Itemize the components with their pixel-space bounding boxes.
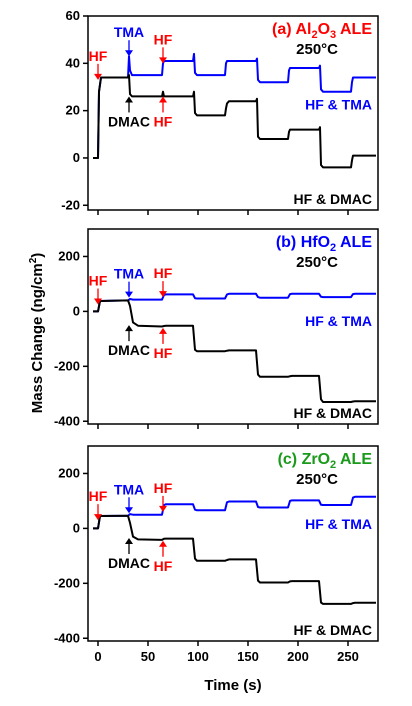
panel-b-annotation-hf: HF (154, 265, 173, 281)
panel-c-label-dmac: HF & DMAC (293, 622, 372, 638)
y-axis-label: Mass Change (ng/cm2) (28, 253, 46, 414)
panel-a-series-tma-line (93, 52, 376, 159)
panel-a-arrow-4-head (159, 96, 167, 103)
panel-c-ytick-label: -400 (54, 630, 80, 645)
panel-c-title: (c) ZrO2 ALE (278, 451, 373, 471)
panel-c-arrow-4-head (159, 540, 167, 547)
panel-b-series-dmac-line (93, 299, 376, 403)
panel-a-ytick-label: 0 (73, 150, 80, 165)
panel-a-ytick-label: 20 (66, 103, 80, 118)
panel-c-xtick-label: 100 (187, 649, 209, 664)
panel-a-series-dmac-line (93, 74, 376, 169)
panel-a-temperature: 250°C (296, 41, 338, 58)
panel-b-ytick-label: 200 (58, 248, 80, 263)
panel-c-xtick-label: 150 (237, 649, 259, 664)
panel-a-arrow-2-head (159, 57, 167, 64)
panel-b-temperature: 250°C (296, 254, 338, 271)
panel-a-annotation-hf: HF (154, 31, 173, 47)
y-axis-label-sup: 2 (28, 257, 39, 263)
panel-a-annotation-hf: HF (89, 48, 108, 64)
y-axis-label-tail: ) (29, 253, 46, 258)
x-axis-label: Time (s) (204, 677, 261, 694)
panel-a-arrow-1-head (125, 50, 133, 57)
panel-a-ytick-label: 60 (66, 8, 80, 23)
panel-a-frame (87, 15, 379, 211)
panel-b-label-tma: HF & TMA (305, 313, 372, 329)
panel-b-title: (b) HfO2 ALE (276, 234, 373, 254)
panel-a-annotation-hf: HF (154, 113, 173, 129)
panel-a-ytick-label: -20 (61, 197, 80, 212)
y-axis-label-main: Mass Change (ng/cm (29, 263, 46, 413)
panel-b-annotation-hf: HF (89, 273, 108, 289)
panel-c: -400 -200 0 200 0 50 100 150 200 250 (c) ZrO2 ALE2… (54, 445, 379, 664)
panel-b-arrow-0-head (94, 298, 102, 305)
panel-c-annotation-tma: TMA (114, 481, 144, 497)
panel-c-annotation-hf: HF (154, 480, 173, 496)
panel-a-ytick-label: 40 (66, 55, 80, 70)
panel-c-arrow-3-head (125, 538, 133, 545)
panel-c-ytick-label: 200 (58, 465, 80, 480)
panel-a-annotation-dmac: DMAC (108, 113, 150, 129)
panel-c-annotation-dmac: DMAC (108, 555, 150, 571)
panel-a-arrow-3-head (125, 96, 133, 103)
panel-c-temperature: 250°C (296, 471, 338, 488)
panel-b-frame (87, 228, 379, 425)
panel-a-label-tma: HF & TMA (305, 97, 372, 113)
panel-a-arrow-0-head (94, 73, 102, 80)
panel-c-xtick-label: 50 (141, 649, 155, 664)
panel-a-title: (a) Al2O3 ALE (272, 21, 372, 41)
panel-b-series-tma-line (93, 292, 376, 313)
panel-b-ytick-label: 0 (73, 303, 80, 318)
panel-c-xtick-label: 250 (337, 649, 359, 664)
panel-c-arrow-0-head (94, 514, 102, 521)
panel-c-arrow-2-head (159, 505, 167, 512)
panel-b-annotation-hf: HF (154, 345, 173, 361)
panel-c-annotation-hf: HF (89, 488, 108, 504)
panel-b-ytick-label: -200 (54, 358, 80, 373)
panel-a-annotation-tma: TMA (114, 24, 144, 40)
panel-c-frame (87, 445, 379, 642)
panel-c-xtick-label: 0 (94, 649, 101, 664)
panel-c-ytick-label: -200 (54, 575, 80, 590)
panel-b-annotation-dmac: DMAC (108, 342, 150, 358)
panel-b-arrow-2-head (159, 291, 167, 298)
panel-a-label-dmac: HF & DMAC (293, 191, 372, 207)
panel-c-annotation-hf: HF (154, 558, 173, 574)
panel-c-ytick-label: 0 (73, 520, 80, 535)
panel-c-label-tma: HF & TMA (305, 516, 372, 532)
panel-c-series-tma-line (93, 495, 376, 530)
panel-b-annotation-tma: TMA (114, 266, 144, 282)
panel-c-xtick-label: 200 (287, 649, 309, 664)
panel-b-label-dmac: HF & DMAC (293, 405, 372, 421)
panel-b-arrow-1-head (125, 291, 133, 298)
panel-c-arrow-1-head (125, 507, 133, 514)
panel-b-ytick-label: -400 (54, 413, 80, 428)
panel-b-arrow-3-head (125, 325, 133, 332)
panel-b-arrow-4-head (159, 327, 167, 334)
panel-c-series-dmac-line (93, 514, 376, 605)
